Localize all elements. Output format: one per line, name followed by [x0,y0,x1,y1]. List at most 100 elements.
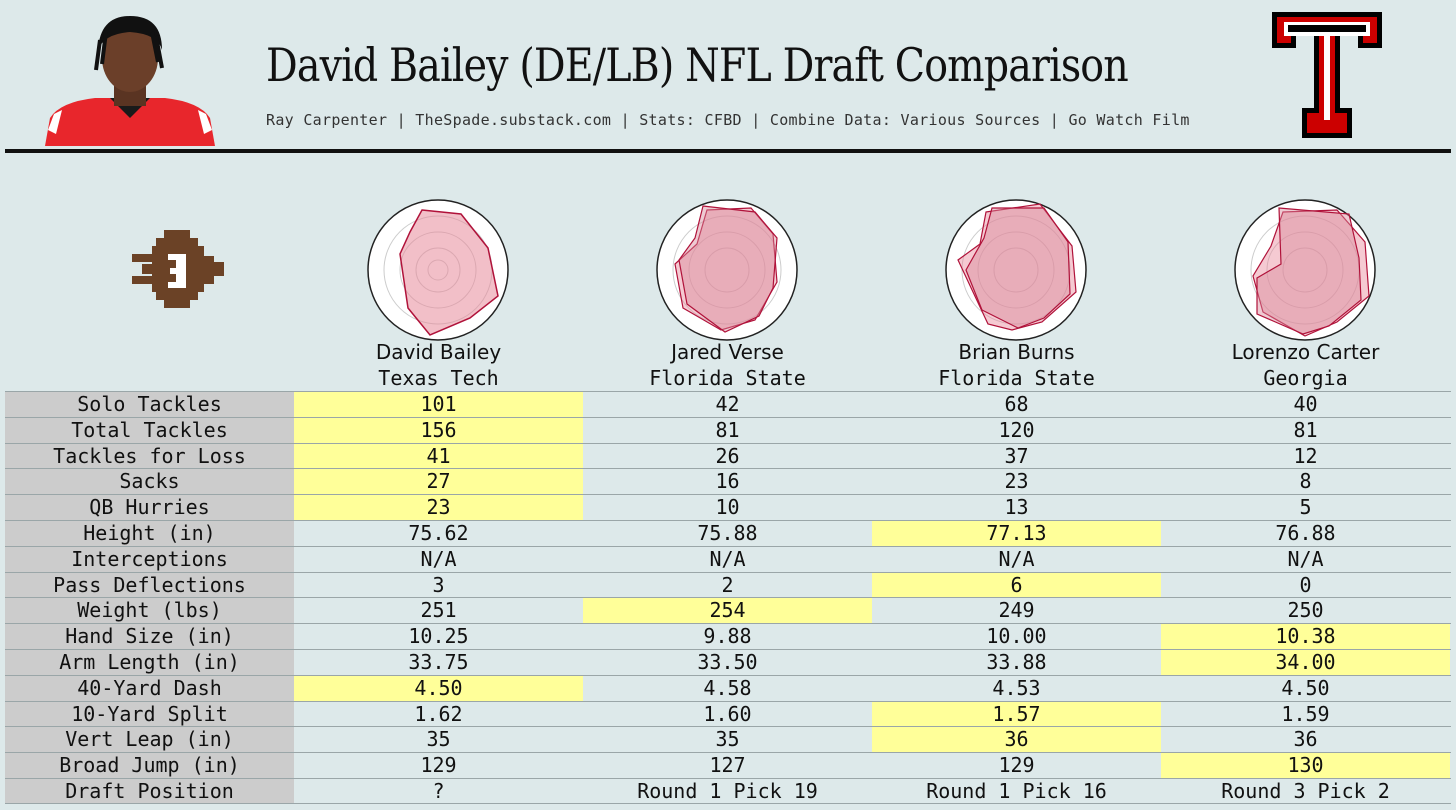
stat-value: 4.50 [1281,675,1330,700]
stat-value: 35 [426,727,451,752]
stat-value: N/A [420,546,457,571]
stat-value: 13 [1004,495,1029,520]
stat-row: 10-Yard Split 1.62 1.60 1.57 1.59 [5,700,1451,727]
stat-value: 10.38 [1161,624,1450,649]
stat-value: 35 [715,727,740,752]
radar-chart-brian-burns [945,199,1087,341]
stat-label: Solo Tackles [5,392,294,417]
player-name-3: Brian Burns [958,340,1075,364]
stat-row: Tackles for Loss 41 26 37 12 [5,442,1451,469]
player-school-3: Florida State [938,366,1095,390]
stat-value: 68 [1004,392,1029,416]
stat-row: Solo Tackles 101 42 68 40 [5,391,1451,417]
stat-row: Vert Leap (in) 35 35 36 36 [5,726,1451,753]
texas-tech-logo [1272,12,1382,138]
stat-label: Pass Deflections [5,572,294,598]
stat-value: 1.62 [414,701,463,726]
stat-value: 251 [420,598,457,623]
stat-value: 26 [715,443,740,468]
stat-value: 250 [1287,598,1324,623]
stat-value: 77.13 [872,520,1161,546]
stats-table: Solo Tackles 101 42 68 40 Total Tackles 156 81 1… [5,391,1451,804]
stat-value: 129 [420,753,457,778]
stat-value: 75.62 [408,520,469,545]
player-photo [45,16,215,146]
radar-chart-jared-verse [656,199,798,341]
stat-value: 10.25 [408,624,469,649]
stat-value: 130 [1161,753,1450,778]
stat-value: 23 [294,495,583,520]
stat-value: Round 3 Pick 2 [1221,778,1390,803]
stat-value: 42 [715,392,740,416]
stat-value: 1.60 [703,701,752,726]
stat-value: 41 [294,443,583,469]
stat-value: 4.50 [294,675,583,701]
player-name-2: Jared Verse [671,340,784,364]
stat-value: 81 [715,417,740,442]
stat-value: 16 [715,469,740,494]
stat-value: N/A [998,546,1035,571]
stat-row: Broad Jump (in) 129 127 129 130 [5,752,1451,778]
stat-value: 76.88 [1275,520,1336,545]
stat-value: 3 [432,572,445,597]
stat-value: 10 [715,495,740,520]
stat-value: 37 [1004,443,1029,468]
stat-value: 129 [998,753,1035,778]
stat-value: 1.59 [1281,701,1330,726]
stat-value: 8 [1299,469,1312,494]
stat-value: 5 [1299,495,1312,520]
stat-row: Sacks 27 16 23 8 [5,468,1451,495]
stat-label: Hand Size (in) [5,624,294,649]
header: David Bailey (DE/LB) NFL Draft Compariso… [0,0,1456,152]
stat-value: 12 [1293,443,1318,468]
stat-row: Total Tackles 156 81 120 81 [5,416,1451,443]
stat-row: Hand Size (in) 10.25 9.88 10.00 10.38 [5,623,1451,649]
stat-value: Round 1 Pick 16 [926,778,1107,803]
stat-label: Draft Position [5,778,294,803]
stat-value: Round 1 Pick 19 [637,778,818,803]
stat-row: QB Hurries 23 10 13 5 [5,494,1451,520]
stat-value: 2 [721,572,734,597]
stat-value: 33.50 [697,649,758,674]
player-name-4: Lorenzo Carter [1231,340,1380,364]
stat-value: 33.88 [986,649,1047,674]
stat-label: Sacks [5,469,294,495]
radar-chart-david-bailey [367,199,509,341]
player-school-1: Texas Tech [378,366,499,390]
stat-value: 120 [998,417,1035,442]
masked-rider-icon [132,230,224,308]
stat-row: Interceptions N/A N/A N/A N/A [5,545,1451,572]
stat-value: N/A [1287,546,1324,571]
stat-label: Height (in) [5,520,294,546]
stat-row: Draft Position? Round 1 Pick 19 Round 1 Pi… [5,777,1451,804]
stat-row: Pass Deflections 3 2 6 0 [5,571,1451,598]
stat-value: 0 [1299,572,1312,597]
stat-label: Arm Length (in) [5,649,294,675]
stat-label: Weight (lbs) [5,598,294,624]
player-school-4: Georgia [1263,366,1348,390]
stat-value: 4.53 [992,675,1041,700]
stat-label: Total Tackles [5,417,294,443]
stat-label: Vert Leap (in) [5,727,294,753]
page-title: David Bailey (DE/LB) NFL Draft Compariso… [266,38,1129,92]
stat-label: QB Hurries [5,495,294,520]
stat-value: ? [432,778,445,803]
stat-value: 127 [709,753,746,778]
player-name-1: David Bailey [375,340,502,364]
stat-value: 156 [294,417,583,443]
stat-row: Weight (lbs) 251 254 249 250 [5,597,1451,624]
stat-value: 101 [294,392,583,417]
stat-value: 33.75 [408,649,469,674]
stat-label: Tackles for Loss [5,443,294,469]
stat-label: Broad Jump (in) [5,753,294,778]
radar-chart-lorenzo-carter [1234,199,1376,341]
stat-value: 81 [1293,417,1318,442]
stat-row: 40-Yard Dash 4.50 4.58 4.53 4.50 [5,674,1451,701]
stat-label: Interceptions [5,546,294,572]
stat-value: 10.00 [986,624,1047,649]
stat-value: N/A [709,546,746,571]
stat-row: Arm Length (in) 33.75 33.50 33.88 34.00 [5,648,1451,675]
player-school-2: Florida State [649,366,806,390]
header-divider [5,149,1451,153]
stat-value: 36 [872,727,1161,753]
